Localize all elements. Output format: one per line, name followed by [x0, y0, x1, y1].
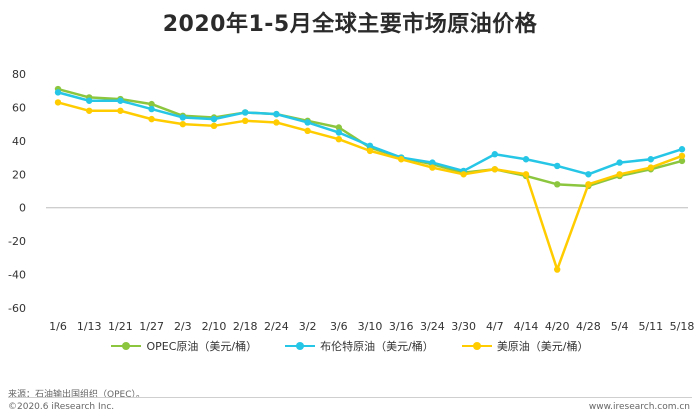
legend-item-brent: 布伦特原油（美元/桶） — [285, 338, 434, 354]
data-point — [491, 151, 498, 158]
y-tick-label: 40 — [12, 135, 26, 148]
x-tick-label: 5/11 — [638, 320, 663, 333]
y-tick-label: 20 — [12, 168, 26, 181]
data-point — [522, 156, 530, 163]
x-tick-label: 3/16 — [389, 320, 414, 333]
y-tick-label: 60 — [12, 101, 26, 114]
x-tick-label: 1/21 — [108, 320, 133, 333]
x-tick-label: 4/20 — [545, 320, 570, 333]
data-point — [54, 89, 62, 96]
data-point — [179, 114, 186, 121]
x-tick-label: 3/10 — [358, 320, 383, 333]
y-tick-label: -20 — [8, 235, 26, 248]
legend-swatch-wti — [461, 341, 492, 351]
data-point — [429, 164, 436, 171]
y-tick-label: -40 — [8, 269, 26, 282]
data-point — [522, 171, 530, 178]
x-tick-label: 3/6 — [330, 320, 348, 333]
data-point — [491, 166, 498, 173]
y-tick-label: 0 — [19, 202, 26, 215]
y-tick-label: 80 — [12, 68, 26, 81]
data-point — [304, 119, 311, 126]
data-point — [242, 117, 249, 125]
data-point — [273, 119, 280, 126]
data-point — [678, 152, 686, 160]
data-point — [210, 122, 218, 130]
data-point — [366, 142, 374, 150]
data-point — [647, 156, 654, 163]
x-tick-label: 4/7 — [486, 320, 504, 333]
data-point — [335, 124, 342, 131]
data-point — [148, 115, 155, 123]
copyright-text: ©2020.6 iResearch Inc. — [8, 402, 115, 412]
data-point — [616, 171, 623, 178]
data-point — [460, 171, 467, 178]
legend-label-wti: 美原油（美元/桶） — [496, 340, 589, 353]
x-tick-label: 5/18 — [670, 320, 695, 333]
x-tick-label: 3/2 — [299, 320, 317, 333]
data-point — [335, 135, 342, 143]
data-point — [179, 120, 186, 128]
website-text: www.iresearch.com.cn — [588, 402, 690, 412]
data-point — [148, 105, 155, 113]
data-point — [554, 162, 561, 170]
x-tick-label: 1/27 — [139, 320, 164, 333]
data-point — [86, 107, 93, 114]
data-point — [148, 100, 155, 108]
y-tick-label: -60 — [8, 302, 26, 315]
data-point — [647, 164, 654, 171]
legend-item-opec: OPEC原油（美元/桶） — [111, 338, 257, 354]
x-tick-label: 5/4 — [611, 320, 629, 333]
chart-legend: OPEC原油（美元/桶） 布伦特原油（美元/桶） 美原油（美元/桶） — [0, 338, 700, 354]
data-point — [585, 181, 592, 188]
footer-divider — [8, 397, 692, 398]
data-point — [335, 129, 342, 136]
legend-swatch-brent — [285, 341, 316, 351]
x-tick-label: 2/10 — [202, 320, 227, 333]
data-point — [242, 109, 249, 116]
data-point — [678, 146, 686, 153]
data-point — [678, 157, 686, 165]
source-note: 来源：石油输出国组织（OPEC）。 — [8, 390, 145, 400]
x-tick-label: 4/28 — [576, 320, 601, 333]
data-point — [554, 266, 561, 273]
data-point — [366, 147, 374, 155]
x-tick-label: 2/24 — [264, 320, 289, 333]
data-point — [86, 97, 93, 104]
chart-title: 2020年1-5月全球主要市场原油价格 — [162, 12, 538, 37]
x-tick-label: 3/30 — [451, 320, 476, 333]
legend-label-brent: 布伦特原油（美元/桶） — [320, 340, 434, 353]
data-point — [273, 110, 280, 118]
x-tick-label: 2/18 — [233, 320, 258, 333]
data-point — [585, 171, 592, 178]
x-tick-label: 2/3 — [174, 320, 192, 333]
data-point — [54, 99, 62, 106]
legend-item-wti: 美原油（美元/桶） — [461, 338, 589, 354]
data-point — [304, 127, 311, 135]
data-point — [554, 181, 561, 188]
data-point — [210, 115, 218, 123]
data-point — [429, 159, 436, 166]
data-point — [117, 107, 124, 114]
line-chart: 80 60 40 20 0 -20 -40 -60 1/6 1/13 1/21 1/27 2/3 2/10… — [8, 68, 695, 333]
data-point — [398, 156, 405, 163]
x-tick-label: 4/14 — [514, 320, 539, 333]
x-tick-label: 3/24 — [420, 320, 445, 333]
data-point — [616, 159, 623, 166]
data-point — [117, 97, 124, 104]
x-tick-label: 1/6 — [49, 320, 67, 333]
legend-label-opec: OPEC原油（美元/桶） — [146, 340, 258, 353]
x-tick-label: 1/13 — [77, 320, 102, 333]
legend-swatch-opec — [111, 341, 142, 351]
